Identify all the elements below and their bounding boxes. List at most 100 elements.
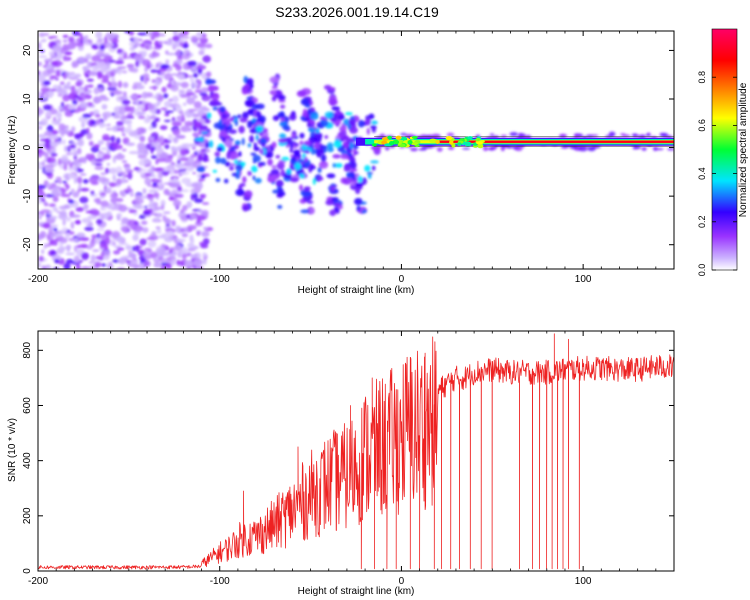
noise-blob — [186, 201, 193, 209]
noise-blob — [99, 243, 105, 249]
noise-blob — [193, 198, 204, 203]
noise-blob — [196, 231, 201, 236]
noise-blob — [79, 196, 89, 204]
streak-blob — [219, 106, 226, 113]
halo-blob — [436, 146, 443, 152]
noise-blob — [190, 188, 196, 194]
noise-blob — [96, 218, 103, 225]
halo-blob — [637, 134, 647, 139]
noise-blob — [44, 152, 49, 159]
band-blob — [212, 169, 218, 173]
noise-blob — [98, 122, 105, 129]
noise-blob — [101, 111, 112, 118]
noise-blob — [191, 183, 200, 188]
streak-blob — [333, 202, 342, 207]
noise-blob — [112, 33, 118, 38]
noise-blob — [198, 50, 205, 56]
tone-knot — [393, 140, 400, 145]
streak-blob — [242, 204, 249, 212]
noise-blob — [49, 75, 57, 80]
band-blob — [317, 176, 324, 181]
noise-blob — [164, 236, 174, 243]
noise-blob — [179, 248, 184, 254]
noise-blob — [70, 188, 75, 193]
band-blob — [343, 118, 351, 126]
y-tick-label: -10 — [22, 188, 33, 203]
x-tick-label: -200 — [28, 274, 48, 285]
streak-blob — [245, 99, 255, 108]
noise-blob — [49, 92, 55, 96]
streak-blob — [207, 84, 215, 92]
noise-blob — [158, 180, 163, 188]
noise-blob — [79, 173, 87, 176]
streak-blob — [356, 205, 361, 212]
band-blob — [308, 127, 316, 133]
noise-blob — [138, 94, 142, 99]
noise-blob — [62, 227, 68, 232]
noise-blob — [69, 151, 76, 156]
band-blob — [294, 162, 302, 170]
noise-blob — [121, 160, 128, 164]
noise-blob — [49, 249, 56, 256]
noise-blob — [101, 103, 108, 110]
noise-blob — [94, 163, 103, 167]
noise-blob — [165, 59, 170, 65]
noise-blob — [155, 226, 161, 230]
noise-blob — [206, 71, 212, 78]
band-blob — [258, 115, 266, 123]
streak-blob — [247, 109, 256, 116]
band-blob — [278, 141, 287, 146]
noise-blob — [57, 105, 63, 110]
noise-blob — [171, 95, 179, 103]
band-blob — [324, 135, 329, 139]
noise-blob — [206, 148, 211, 153]
noise-blob — [171, 220, 176, 227]
noise-blob — [133, 82, 143, 86]
band-blob — [291, 134, 296, 138]
streak-blob — [320, 154, 327, 162]
band-blob — [278, 138, 287, 144]
noise-blob — [136, 111, 146, 115]
noise-blob — [96, 70, 104, 79]
halo-blob — [578, 146, 588, 152]
band-blob — [324, 111, 334, 119]
x-tick-label: 0 — [399, 576, 405, 587]
streak-blob — [303, 198, 308, 202]
band-blob — [315, 128, 320, 134]
noise-blob — [79, 243, 89, 249]
noise-blob — [65, 258, 74, 264]
noise-blob — [73, 133, 80, 139]
noise-blob — [65, 185, 70, 189]
band-blob — [294, 143, 299, 147]
noise-blob — [43, 104, 52, 111]
noise-blob — [100, 251, 105, 259]
streak-blob — [349, 168, 358, 172]
noise-blob — [63, 145, 68, 152]
noise-blob — [155, 62, 159, 68]
tone-knot — [381, 137, 389, 141]
noise-blob — [171, 257, 176, 266]
noise-blob — [150, 155, 158, 159]
noise-blob — [103, 55, 113, 62]
band-blob — [357, 175, 363, 183]
band-blob — [239, 117, 248, 123]
noise-blob — [172, 199, 182, 207]
x-tick-label: -200 — [28, 576, 48, 587]
band-blob — [216, 146, 224, 152]
band-blob — [334, 163, 343, 168]
colorbar-ticks: 0.0 0.2 0.4 0.6 0.8 — [697, 71, 737, 276]
noise-blob — [88, 140, 94, 147]
tone-knot — [407, 140, 413, 145]
noise-blob — [144, 172, 152, 177]
noise-blob — [164, 113, 170, 117]
noise-blob — [142, 251, 152, 258]
noise-blob — [121, 176, 127, 184]
noise-blob — [182, 247, 188, 254]
halo-blob — [645, 133, 651, 137]
streak-blob — [255, 103, 265, 110]
noise-blob — [94, 113, 101, 118]
x-tick-label: -100 — [210, 576, 230, 587]
noise-blob — [133, 197, 144, 205]
streak-blob — [277, 111, 286, 119]
y-tick-label: 10 — [22, 93, 33, 105]
